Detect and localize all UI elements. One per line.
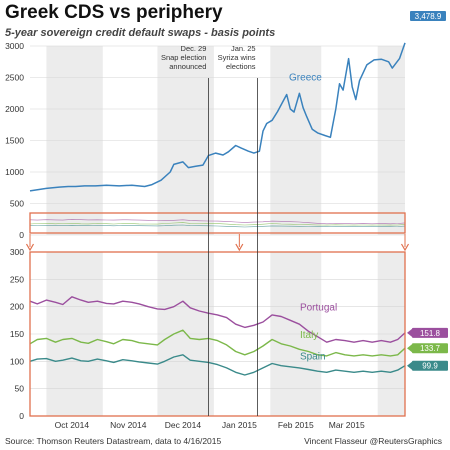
portugal-badge-pointer [407, 328, 412, 337]
greece-badge-text: 3,478.9 [415, 12, 442, 21]
mini-spain-line [29, 224, 406, 228]
italy-badge-pointer [407, 344, 412, 353]
mini-portugal-line [29, 219, 406, 225]
bottom-ytick-label: 150 [10, 329, 24, 339]
portugal-badge-text: 151.8 [420, 329, 441, 338]
bottom-ytick-label: 300 [10, 247, 24, 257]
chart-subtitle: 5-year sovereign credit default swaps - … [5, 27, 276, 39]
x-tick-label: Feb 2015 [278, 420, 314, 430]
italy-label: Italy [300, 330, 318, 341]
x-tick-label: Jan 2015 [222, 420, 257, 430]
zoom-arrow-left-head [25, 243, 35, 252]
zoom-band [29, 212, 406, 234]
italy-line [29, 329, 406, 357]
top-ytick-label: 3000 [5, 41, 24, 51]
x-tick-label: Dec 2014 [165, 420, 202, 430]
event-annotation-0: Dec. 29 [181, 44, 207, 53]
bottom-ytick-label: 100 [10, 356, 24, 366]
credit-note: Vincent Flasseur @ReutersGraphics [304, 436, 442, 446]
spain-line [29, 354, 406, 376]
event-annotation-1: Jan. 25 [231, 44, 256, 53]
x-tick-label: Nov 2014 [110, 420, 147, 430]
greece-badge-bg [410, 11, 446, 21]
top-ytick-label: 1000 [5, 167, 24, 177]
event-annotation-1: Syriza wins [218, 53, 256, 62]
x-tick-label: Mar 2015 [329, 420, 365, 430]
event-annotation-0: Snap election [161, 53, 206, 62]
event-annotation-1: elections [226, 62, 256, 71]
spain-badge-pointer [407, 361, 412, 370]
mini-italy-line [29, 222, 406, 226]
bottom-ytick-label: 50 [15, 384, 25, 394]
bottom-ytick-label: 250 [10, 274, 24, 284]
bottom-ytick-label: 200 [10, 302, 24, 312]
portugal-line [29, 296, 406, 343]
top-ytick-label: 1500 [5, 136, 24, 146]
event-annotation-0: announced [169, 62, 206, 71]
greece-label: Greece [289, 73, 322, 84]
top-ytick-label: 0 [19, 230, 24, 240]
source-note: Source: Thomson Reuters Datastream, data… [5, 436, 222, 446]
top-ytick-label: 2500 [5, 73, 24, 83]
spain-label: Spain [300, 352, 326, 363]
top-ytick-label: 500 [10, 199, 24, 209]
greece-line [29, 42, 406, 192]
italy-badge-text: 133.7 [420, 344, 441, 353]
bottom-ytick-label: 0 [19, 411, 24, 421]
portugal-label: Portugal [300, 302, 337, 313]
italy-badge-bg [412, 343, 448, 354]
spain-badge-bg [412, 360, 448, 371]
chart-title: Greek CDS vs periphery [5, 2, 223, 23]
top-ytick-label: 2000 [5, 104, 24, 114]
zoom-frame [29, 251, 406, 417]
zoom-arrow-middle-head [235, 243, 244, 252]
spain-badge-text: 99.9 [422, 362, 438, 371]
x-tick-label: Oct 2014 [55, 420, 90, 430]
portugal-badge-bg [412, 327, 448, 338]
zoom-arrow-right-head [400, 243, 410, 252]
